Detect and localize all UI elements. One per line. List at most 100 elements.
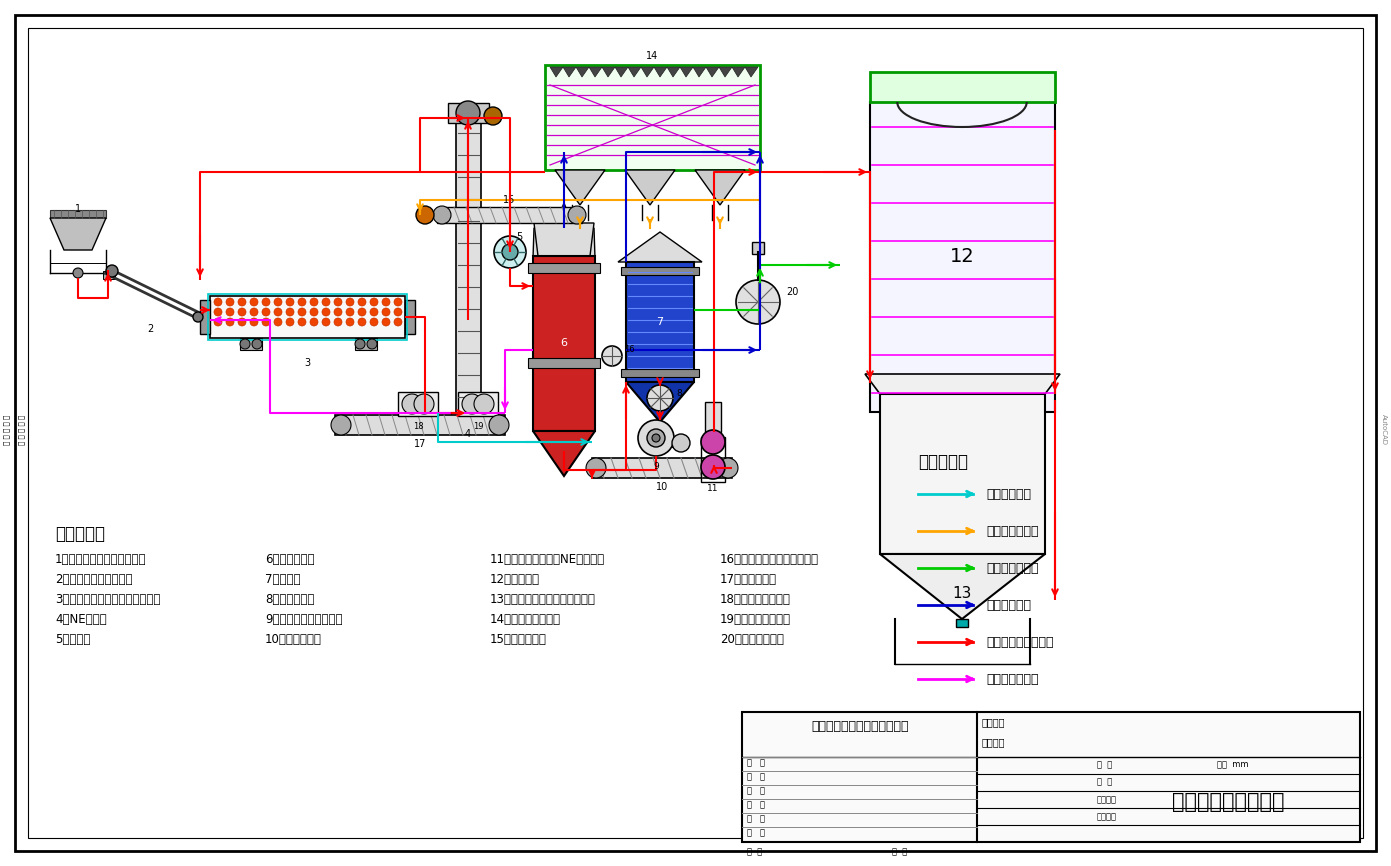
Polygon shape xyxy=(534,223,594,256)
Circle shape xyxy=(310,308,319,316)
Circle shape xyxy=(586,458,606,478)
Polygon shape xyxy=(707,67,719,77)
Text: 石膏粉生产线流程图: 石膏粉生产线流程图 xyxy=(1171,792,1284,812)
Text: 2: 2 xyxy=(147,324,153,334)
Circle shape xyxy=(225,298,234,306)
Bar xyxy=(448,103,490,123)
Text: 程: 程 xyxy=(759,800,765,809)
Circle shape xyxy=(321,298,330,306)
Circle shape xyxy=(298,298,306,306)
Polygon shape xyxy=(881,554,1045,619)
Text: 7: 7 xyxy=(657,317,664,327)
Text: 冷却器热风路径: 冷却器热风路径 xyxy=(986,562,1039,575)
Bar xyxy=(335,415,505,435)
Bar xyxy=(529,358,600,368)
Circle shape xyxy=(287,318,294,326)
Text: 校: 校 xyxy=(747,772,753,781)
Circle shape xyxy=(370,298,378,306)
Circle shape xyxy=(638,420,675,456)
Text: 流 程 图 标 注: 流 程 图 标 注 xyxy=(18,415,25,445)
Circle shape xyxy=(357,308,366,316)
Text: 产 品 流 程 图: 产 品 流 程 图 xyxy=(4,415,10,445)
Polygon shape xyxy=(556,203,572,223)
Circle shape xyxy=(474,394,494,414)
Circle shape xyxy=(383,308,389,316)
Circle shape xyxy=(334,318,342,326)
Circle shape xyxy=(383,298,389,306)
Circle shape xyxy=(502,244,517,260)
Circle shape xyxy=(416,206,434,224)
Polygon shape xyxy=(549,67,563,77)
Bar xyxy=(869,102,1054,412)
Circle shape xyxy=(298,308,306,316)
Polygon shape xyxy=(641,67,654,77)
Circle shape xyxy=(321,308,330,316)
Text: 14: 14 xyxy=(645,51,658,61)
Text: 16、回料控制阀、星型卸料器: 16、回料控制阀、星型卸料器 xyxy=(721,553,819,566)
Text: 艺: 艺 xyxy=(759,786,765,795)
Text: 19、冷却器罗茨风机: 19、冷却器罗茨风机 xyxy=(721,613,791,626)
Polygon shape xyxy=(732,67,746,77)
Circle shape xyxy=(274,308,282,316)
Polygon shape xyxy=(626,382,694,422)
Circle shape xyxy=(494,236,526,268)
Text: 责: 责 xyxy=(747,758,753,767)
Circle shape xyxy=(214,298,223,306)
Circle shape xyxy=(433,206,451,224)
Text: 11: 11 xyxy=(707,484,719,493)
Bar xyxy=(869,72,1054,102)
Text: 石膏粉顺序加工路径: 石膏粉顺序加工路径 xyxy=(986,636,1053,649)
Polygon shape xyxy=(625,170,675,205)
Circle shape xyxy=(287,308,294,316)
Circle shape xyxy=(484,107,502,125)
Polygon shape xyxy=(668,67,680,77)
Circle shape xyxy=(462,394,483,414)
Bar xyxy=(209,294,408,340)
Circle shape xyxy=(718,458,739,478)
Text: 煅烧炉回料路径: 煅烧炉回料路径 xyxy=(986,673,1039,686)
Text: 项目名称: 项目名称 xyxy=(982,737,1006,747)
Text: 13: 13 xyxy=(953,586,972,602)
Circle shape xyxy=(310,298,319,306)
Bar xyxy=(103,271,115,279)
Text: 工: 工 xyxy=(747,786,753,795)
Text: 序号名称：: 序号名称： xyxy=(56,525,104,543)
Circle shape xyxy=(274,318,282,326)
Polygon shape xyxy=(588,67,602,77)
Text: 3: 3 xyxy=(305,358,310,368)
Polygon shape xyxy=(602,67,615,77)
Text: 6: 6 xyxy=(561,338,568,348)
Circle shape xyxy=(355,339,364,349)
Circle shape xyxy=(736,280,780,324)
Circle shape xyxy=(415,394,434,414)
Circle shape xyxy=(241,339,250,349)
Polygon shape xyxy=(627,67,641,77)
Bar xyxy=(398,392,438,416)
Circle shape xyxy=(647,385,673,411)
Bar xyxy=(355,338,377,350)
Text: 批: 批 xyxy=(747,828,753,837)
Circle shape xyxy=(357,318,366,326)
Text: 3、混合干燥机（或桨叶干燥机）: 3、混合干燥机（或桨叶干燥机） xyxy=(56,593,160,606)
Circle shape xyxy=(346,318,353,326)
Text: 本图数量: 本图数量 xyxy=(1097,812,1117,821)
Text: 审: 审 xyxy=(747,814,753,823)
Bar xyxy=(241,338,262,350)
Circle shape xyxy=(346,308,353,316)
Circle shape xyxy=(214,308,223,316)
Bar xyxy=(620,369,700,377)
Polygon shape xyxy=(654,67,668,77)
Text: 10: 10 xyxy=(657,482,668,492)
Bar xyxy=(437,207,581,223)
Text: 8: 8 xyxy=(676,389,682,397)
Circle shape xyxy=(490,415,509,435)
Bar xyxy=(620,267,700,275)
Circle shape xyxy=(394,308,402,316)
Text: 14、脉冲布袋除尘器: 14、脉冲布袋除尘器 xyxy=(490,613,561,626)
Text: 箭头说明：: 箭头说明： xyxy=(918,453,968,471)
Circle shape xyxy=(193,312,203,322)
Circle shape xyxy=(334,298,342,306)
Circle shape xyxy=(225,318,234,326)
Text: 5、打散机: 5、打散机 xyxy=(56,633,90,646)
Text: 20: 20 xyxy=(786,287,798,297)
